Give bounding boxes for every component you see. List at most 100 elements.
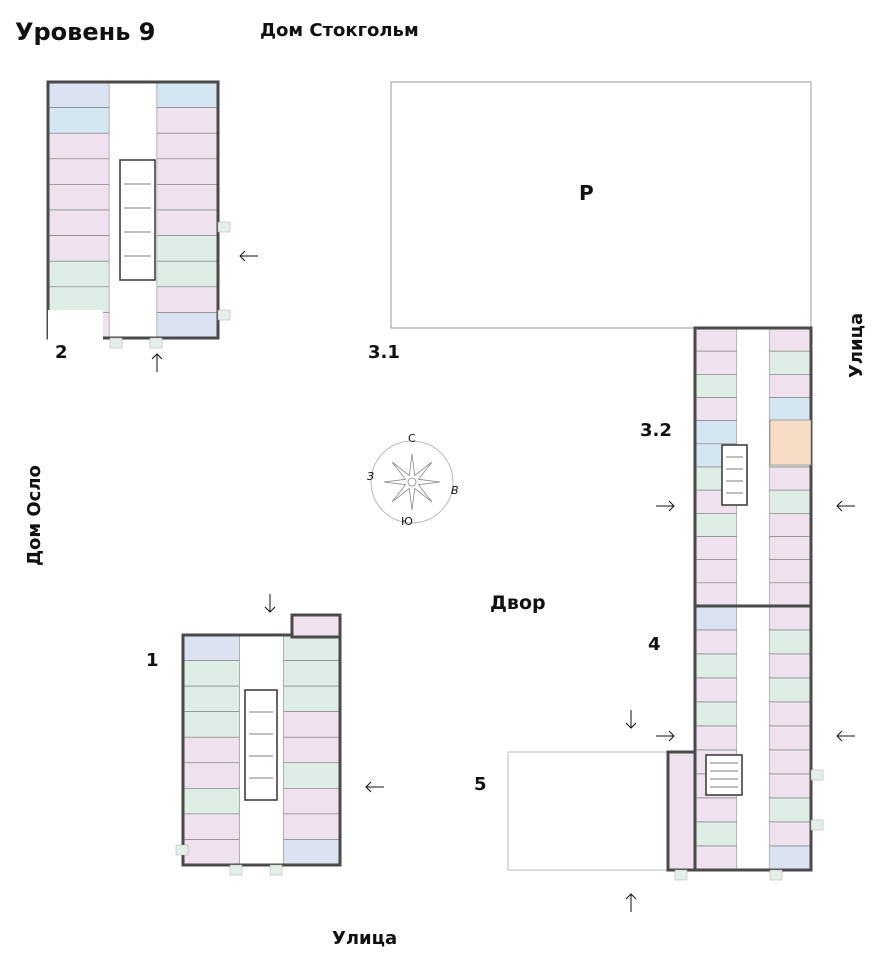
section-1-unit — [283, 634, 341, 661]
level-title: Уровень 9 — [15, 18, 156, 46]
section-2-unit — [47, 184, 110, 211]
balcony — [674, 869, 688, 881]
section-2-unit — [47, 209, 110, 236]
section-1-unit — [283, 762, 341, 789]
section-4-unit — [694, 725, 738, 751]
section-4-unit — [694, 845, 738, 871]
section-4-unit — [768, 605, 812, 631]
section-1-unit — [283, 736, 341, 764]
section-4-unit — [768, 773, 812, 799]
section-label-4[interactable]: 4 — [648, 634, 661, 655]
section-1-unit — [182, 736, 240, 764]
section-3-2-unit — [694, 420, 738, 445]
entrance-arrow-icon-head — [836, 500, 843, 512]
section-2-unit — [156, 107, 219, 134]
entrance-arrow-icon-head — [625, 722, 637, 729]
section-2-unit — [156, 209, 219, 236]
section-1-unit — [283, 711, 341, 738]
section-2-unit — [156, 132, 219, 160]
balcony — [217, 221, 231, 233]
entrance-arrow-icon-head — [668, 500, 675, 512]
section-4-unit — [768, 653, 812, 679]
section-2-unit — [47, 158, 110, 185]
entrance-arrow-icon-head — [668, 730, 675, 742]
balcony — [229, 864, 243, 876]
yard-label: Двор — [490, 592, 546, 614]
parking-label: P — [579, 181, 594, 205]
entrance-arrow-icon-head — [365, 781, 372, 793]
compass-circle — [370, 440, 454, 524]
section-2-unit — [156, 260, 219, 288]
section-2-core — [119, 159, 156, 281]
section-3-2-unit — [768, 536, 812, 560]
section-2-notch — [48, 310, 103, 340]
section-3-2-unit — [768, 397, 812, 421]
section-3-2-unit — [768, 327, 812, 352]
section-2-unit — [156, 286, 219, 313]
compass-north: С — [408, 432, 416, 445]
section-1-unit — [283, 660, 341, 687]
section-4-unit — [768, 797, 812, 823]
section-4-annex — [666, 750, 697, 872]
section-1-unit — [182, 634, 240, 661]
section-1-unit — [182, 711, 240, 738]
section-4-unit — [768, 677, 812, 703]
balcony — [109, 337, 123, 349]
section-2-unit — [156, 81, 219, 108]
section-3-2-unit — [768, 582, 812, 607]
section-3-2-unit — [694, 513, 738, 537]
section-4-unit — [768, 821, 812, 847]
section-label-3-1[interactable]: 3.1 — [368, 342, 400, 363]
section-4-unit — [768, 701, 812, 727]
section-2-unit — [156, 312, 219, 339]
section-2-unit — [47, 81, 110, 108]
section-3-2-unit — [768, 466, 812, 491]
section-4-unit — [694, 653, 738, 679]
section-label-1[interactable]: 1 — [146, 650, 159, 671]
section-1-unit — [283, 839, 341, 866]
compass-west: З — [367, 470, 375, 483]
section-4-unit — [694, 797, 738, 823]
section-3-2-unit — [694, 582, 738, 607]
section-label-5[interactable]: 5 — [474, 774, 487, 795]
section-2-unit — [156, 184, 219, 211]
balcony — [269, 864, 283, 876]
section-label-3-2[interactable]: 3.2 — [640, 420, 672, 441]
section-1-unit — [283, 788, 341, 815]
parking-area — [390, 81, 812, 329]
compass-star-icon — [383, 453, 441, 511]
section-3-2-unit — [768, 489, 812, 514]
balcony — [769, 869, 783, 881]
section-1-outline — [181, 633, 342, 867]
balcony — [810, 769, 824, 781]
balcony — [175, 844, 189, 856]
entrance-arrow-icon-head — [625, 893, 637, 900]
section-2-outline — [46, 80, 220, 340]
section-3-2-unit — [694, 350, 738, 375]
section-4-unit — [694, 821, 738, 847]
balcony — [810, 819, 824, 831]
section-3-2-orange-unit — [769, 419, 812, 466]
section-4-unit — [694, 605, 738, 631]
section-1-unit — [182, 685, 240, 712]
section-2-unit — [47, 107, 110, 134]
section-2-unit — [156, 235, 219, 262]
street-label-bottom: Улица — [332, 928, 398, 949]
section-1-core — [244, 689, 278, 801]
section-5-outline — [507, 751, 669, 871]
balcony — [149, 337, 163, 349]
section-4-unit — [694, 629, 738, 655]
compass-east: В — [451, 484, 459, 497]
section-1-unit — [182, 660, 240, 687]
section-label-2[interactable]: 2 — [55, 342, 68, 363]
house-label-stockholm: Дом Стокгольм — [260, 20, 419, 41]
section-1-unit — [283, 685, 341, 712]
street-label-right: Улица — [846, 312, 867, 378]
section-1-unit — [182, 788, 240, 815]
section-3-2-core — [721, 444, 748, 506]
section-4-unit — [768, 629, 812, 655]
section-3-2-unit — [694, 374, 738, 398]
entrance-arrow-icon-head — [239, 250, 246, 262]
section-2-unit — [47, 235, 110, 262]
section-3-2-unit — [694, 536, 738, 560]
